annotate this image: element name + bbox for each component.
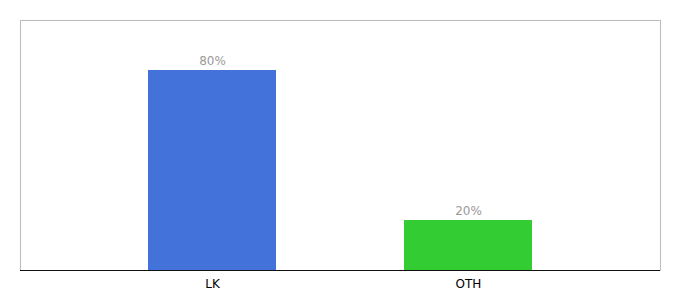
svg-text:80%: 80%: [199, 54, 226, 68]
svg-text:OTH: OTH: [456, 277, 482, 291]
svg-text:LK: LK: [205, 277, 221, 291]
svg-text:20%: 20%: [455, 204, 482, 218]
